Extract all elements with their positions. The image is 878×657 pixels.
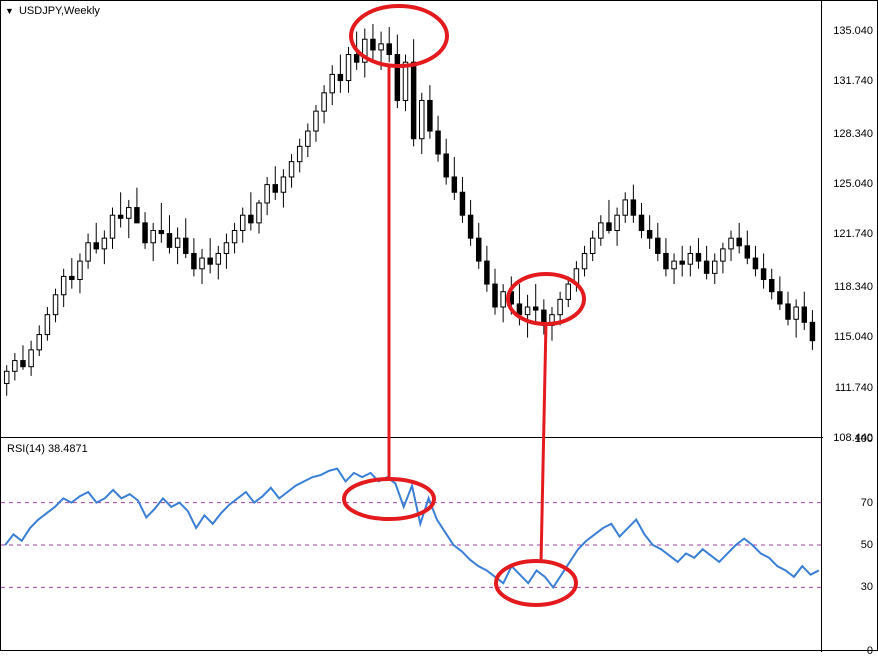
y-axis: 135.040 131.740 128.340 125.040 121.740 118.3… xyxy=(821,1,877,652)
rsi-title: RSI(14) 38.4871 xyxy=(7,443,88,455)
chart-container: ▼ USDJPY,Weekly RSI(14) 38.4871 135.0401… xyxy=(0,0,878,651)
price-panel[interactable]: ▼ USDJPY,Weekly xyxy=(1,1,823,438)
rsi-ytick-label: 100 xyxy=(855,433,873,445)
rsi-panel[interactable] xyxy=(1,439,823,651)
price-ytick-label: 135.040 xyxy=(833,25,873,37)
rsi-label: RSI(14) 38.4871 xyxy=(7,443,88,455)
price-ytick-label: 125.040 xyxy=(833,178,873,190)
price-ytick-label: 111.740 xyxy=(835,382,873,394)
rsi-ytick-label: 50 xyxy=(861,539,873,551)
price-chart-svg xyxy=(1,1,823,438)
rsi-ytick-label: 70 xyxy=(861,497,873,509)
price-ytick-label: 131.740 xyxy=(833,75,873,87)
rsi-chart-svg xyxy=(1,439,823,651)
price-ytick-label: 121.740 xyxy=(833,228,873,240)
price-ytick-label: 118.340 xyxy=(834,281,873,293)
rsi-ytick-label: 30 xyxy=(861,581,873,593)
rsi-ytick-label: 0 xyxy=(867,645,873,657)
price-ytick-label: 115.040 xyxy=(834,331,873,343)
price-ytick-label: 128.340 xyxy=(833,128,873,140)
